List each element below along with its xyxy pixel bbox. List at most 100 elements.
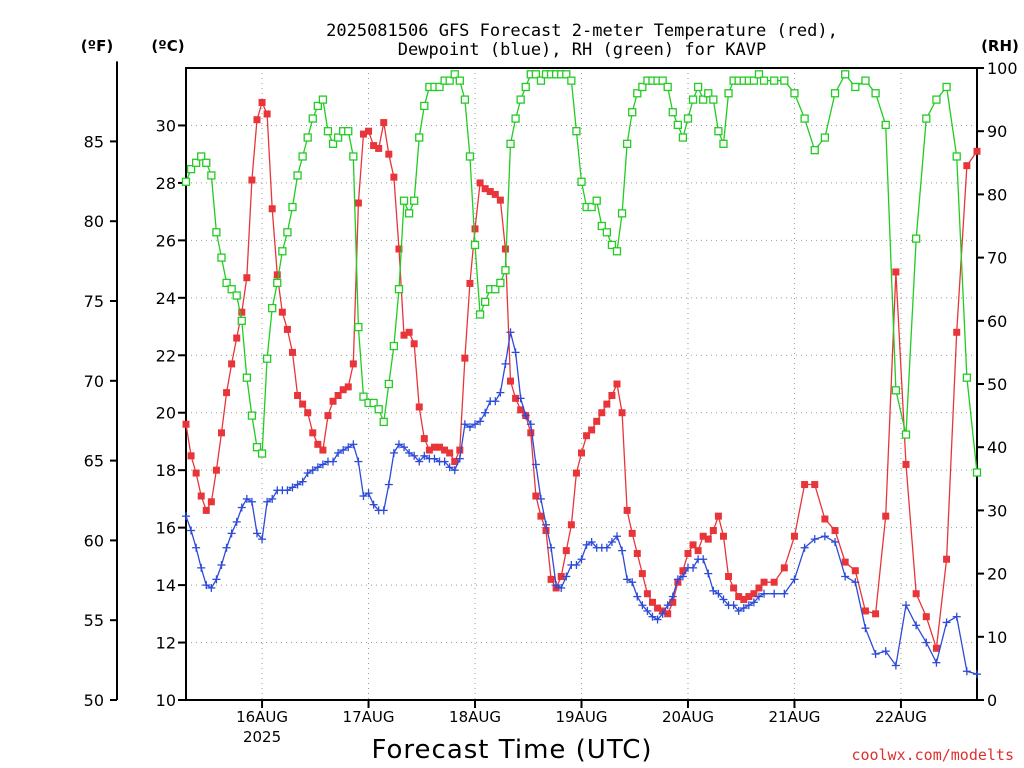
temperature-point — [415, 403, 423, 411]
temperature-point — [288, 348, 296, 356]
rh-point — [704, 89, 713, 98]
temperature-point — [588, 426, 596, 434]
rh-point — [202, 158, 211, 167]
temperature-point — [324, 412, 332, 420]
dewpoint-point — [212, 575, 221, 584]
fahrenheit-tick-label: 55 — [84, 611, 104, 630]
dewpoint-point — [552, 581, 561, 590]
rh-point — [293, 171, 302, 180]
rh-point — [247, 411, 257, 420]
dewpoint-point — [237, 503, 246, 512]
dewpoint-point — [197, 563, 206, 572]
temperature-point — [932, 644, 940, 652]
rh-tick-label: 90 — [987, 122, 1007, 141]
dewpoint-point — [861, 624, 870, 633]
temperature-point — [319, 446, 327, 454]
rh-point — [389, 341, 399, 351]
temperature-point — [861, 607, 869, 615]
temperature-point — [694, 547, 702, 555]
rh-point — [562, 70, 571, 79]
dewpoint-point — [521, 411, 530, 420]
dewpoint-point — [912, 621, 921, 630]
rh-point — [932, 95, 941, 104]
dewpoint-point — [329, 457, 338, 466]
dewpoint-point — [699, 555, 708, 564]
dewpoint-point — [871, 650, 880, 659]
celsius-tick-label: 10 — [156, 691, 176, 710]
rh-point — [303, 133, 312, 142]
dewpoint-point — [729, 601, 738, 610]
rh-point — [972, 468, 982, 477]
dewpoint-point — [942, 618, 951, 627]
temperature-point — [572, 469, 580, 477]
temperature-point — [750, 590, 758, 598]
dewpoint-point — [689, 563, 698, 572]
temperature-point — [187, 452, 195, 460]
temperature-point — [405, 328, 413, 336]
rh-point — [901, 430, 911, 439]
rh-point — [628, 108, 637, 117]
dewpoint-point — [633, 592, 642, 601]
temperature-point — [801, 481, 809, 489]
temperature-point — [872, 610, 880, 618]
temperature-point — [882, 512, 890, 520]
dewpoint-point — [572, 560, 581, 569]
rh-tick-label: 0 — [987, 691, 997, 710]
dewpoint-point — [359, 492, 368, 501]
rh-point — [197, 152, 206, 161]
dewpoint-point — [653, 615, 662, 624]
rh-point — [435, 82, 444, 92]
celsius-tick-label: 24 — [156, 289, 176, 308]
temperature-point — [709, 527, 717, 535]
x-tick-label: 21AUG — [768, 708, 820, 726]
rh-point — [699, 95, 708, 104]
rh-point — [749, 76, 759, 85]
rh-point — [881, 120, 890, 130]
temperature-point — [370, 142, 378, 150]
rh-point — [912, 234, 921, 243]
dewpoint-point — [379, 506, 388, 515]
dewpoint-point — [902, 601, 911, 610]
temperature-point — [217, 429, 225, 437]
temperature-point — [314, 440, 322, 448]
temperature-point — [304, 409, 312, 417]
temperature-point — [476, 179, 484, 187]
rh-point — [349, 152, 358, 161]
temperature-point — [253, 116, 261, 124]
temperature-point — [532, 492, 540, 500]
dewpoint-point — [709, 586, 718, 595]
rh-point — [359, 392, 368, 401]
dewpoint-point — [820, 532, 829, 541]
dewpoint-point — [354, 457, 363, 466]
dewpoint-point — [258, 535, 267, 544]
rh-point — [212, 228, 221, 237]
celsius-tick-label: 14 — [156, 576, 176, 595]
x-axis-title: Forecast Time (UTC) — [371, 735, 652, 765]
temperature-point — [770, 578, 778, 586]
temperature-point — [491, 190, 499, 198]
dewpoint-point — [790, 575, 799, 584]
fahrenheit-tick-label: 50 — [84, 691, 104, 710]
dewpoint-point — [739, 604, 748, 613]
rh-point — [962, 373, 972, 382]
dewpoint-point — [506, 328, 515, 337]
temperature-point — [182, 420, 190, 428]
temperature-point — [725, 572, 733, 580]
rh-point — [942, 82, 951, 92]
temperature-point — [745, 593, 753, 601]
dewpoint-point — [719, 595, 728, 604]
rh-point — [404, 209, 414, 218]
temperature-point — [963, 162, 971, 170]
rh-point — [861, 76, 870, 85]
dewpoint-point — [602, 543, 611, 552]
dewpoint-point — [668, 592, 677, 601]
dewpoint-point — [349, 440, 358, 449]
temperature-point — [669, 598, 677, 606]
temperature-point — [329, 397, 337, 405]
fahrenheit-unit-label: (ºF) — [81, 37, 113, 55]
temperature-point — [207, 498, 215, 506]
rh-point — [693, 82, 703, 92]
temperature-point — [699, 532, 707, 540]
dewpoint-point — [562, 572, 571, 581]
rh-point — [830, 89, 840, 98]
